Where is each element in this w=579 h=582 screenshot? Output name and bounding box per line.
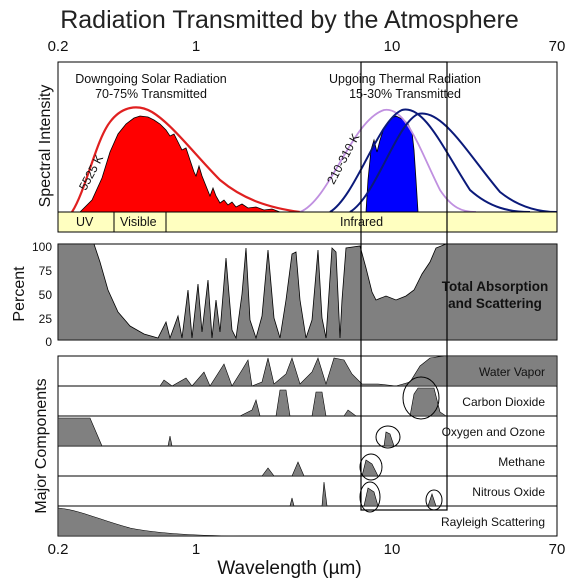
bottom-tick-10: 10 — [383, 541, 401, 558]
nitrous-oxide-fill — [289, 481, 437, 507]
row-nitrous-oxide: Nitrous Oxide — [472, 485, 545, 499]
absorption-label: Total Absorption and Scattering — [430, 278, 560, 312]
row-rayleigh-scattering: Rayleigh Scattering — [440, 515, 545, 529]
page-title: Radiation Transmitted by the Atmosphere — [60, 6, 519, 34]
solar-caption-line2: 70-75% Transmitted — [95, 87, 207, 101]
nitrous-circle-1 — [359, 481, 381, 513]
solar-blackbody-curve — [71, 106, 301, 214]
percent-tick-25: 25 — [38, 312, 52, 326]
solar-caption-line1: Downgoing Solar Radiation — [75, 72, 227, 86]
percent-tick-100: 100 — [31, 240, 52, 254]
row-oxygen-ozone: Oxygen and Ozone — [441, 425, 545, 439]
ozone-circle — [375, 425, 401, 449]
methane-circle — [359, 453, 383, 481]
x-axis-label: Wavelength (µm) — [217, 558, 362, 579]
co2-circle — [402, 376, 440, 420]
top-tick-10: 10 — [383, 38, 401, 55]
thermal-caption: Upgoing Thermal Radiation 15-30% Transmi… — [310, 72, 500, 102]
band-uv: UV — [76, 215, 94, 229]
solar-spectrum-fill — [79, 115, 281, 213]
oxygen-ozone-fill — [57, 417, 395, 447]
nitrous-circle-2 — [425, 489, 443, 511]
thermal-curve-dark-1 — [329, 108, 531, 213]
top-tick-1: 1 — [191, 38, 201, 55]
component-rows — [57, 355, 558, 537]
top-tick-0.2: 0.2 — [47, 38, 69, 55]
thermal-caption-line2: 15-30% Transmitted — [349, 87, 461, 101]
thermal-caption-line1: Upgoing Thermal Radiation — [329, 72, 481, 86]
thermal-curve-light — [299, 109, 477, 213]
band-infrared: Infrared — [340, 215, 384, 229]
thermal-curve-dark-2 — [349, 112, 558, 213]
window-highlight-box — [360, 61, 448, 511]
bottom-tick-0.2: 0.2 — [47, 541, 69, 558]
band-strip — [57, 211, 558, 233]
water-vapor-fill — [58, 355, 558, 387]
row-carbon-dioxide: Carbon Dioxide — [462, 395, 545, 409]
methane-fill — [261, 459, 379, 477]
percent-tick-0: 0 — [45, 335, 52, 349]
percent-tick-75: 75 — [38, 264, 52, 278]
top-tick-70: 70 — [548, 38, 566, 55]
absorption-label-line1: Total Absorption — [441, 279, 549, 294]
absorption-label-line2: and Scattering — [448, 296, 542, 311]
absorption-fill — [57, 243, 558, 341]
rayleigh-scattering-fill — [57, 507, 251, 537]
band-visible: Visible — [120, 215, 157, 229]
carbon-dioxide-fill — [239, 387, 557, 417]
bottom-tick-70: 70 — [548, 541, 566, 558]
percent-tick-50: 50 — [38, 288, 52, 302]
row-methane: Methane — [498, 455, 545, 469]
row-water-vapor: Water Vapor — [478, 365, 545, 379]
bottom-tick-1: 1 — [191, 541, 201, 558]
solar-caption: Downgoing Solar Radiation 70-75% Transmi… — [56, 72, 246, 102]
